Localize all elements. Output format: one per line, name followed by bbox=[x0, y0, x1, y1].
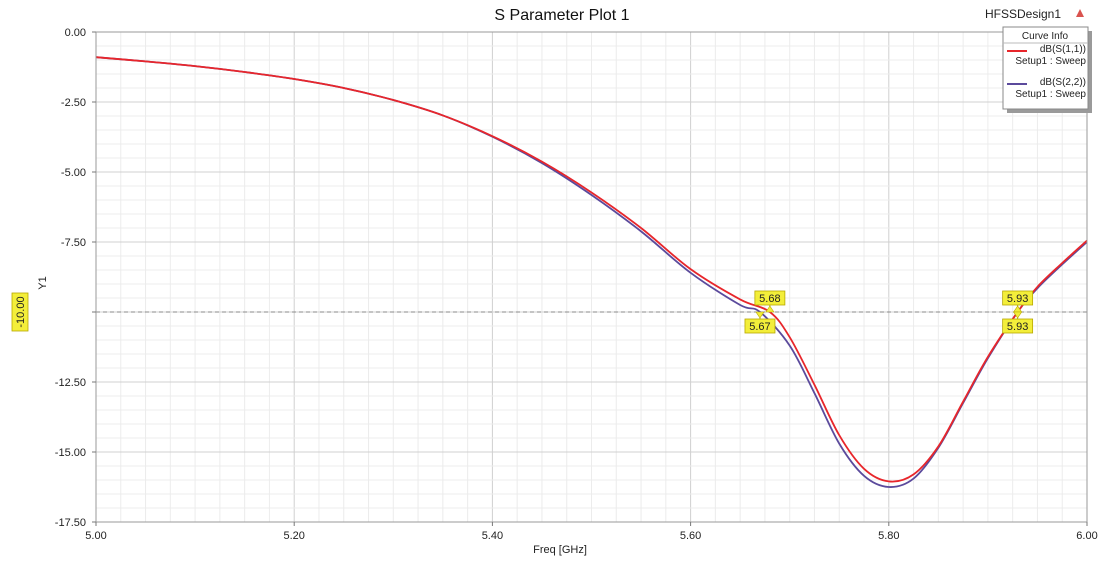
marker-label: 5.93 bbox=[1007, 321, 1028, 333]
legend-series-name-s22: dB(S(2,2)) bbox=[1040, 77, 1086, 88]
x-axis-title: Freq [GHz] bbox=[533, 544, 587, 556]
grid bbox=[95, 31, 1088, 523]
y-tick-label: -17.50 bbox=[55, 517, 86, 529]
marker-label: 5.68 bbox=[759, 293, 780, 305]
legend-series-sub-s11: Setup1 : Sweep bbox=[1015, 56, 1086, 67]
collapse-triangle-icon[interactable] bbox=[1076, 9, 1084, 17]
marker-label: 5.67 bbox=[749, 321, 770, 333]
y-tick-label: -2.50 bbox=[61, 97, 86, 109]
y-tick-label: -5.00 bbox=[61, 167, 86, 179]
legend-title: Curve Info bbox=[1022, 31, 1069, 42]
axes: 5.00 5.20 5.40 5.60 5.80 6.00 0.00 -2.50 -5.00 -7… bbox=[11, 27, 1098, 542]
x-tick-label: 5.00 bbox=[85, 530, 106, 542]
x-tick-label: 5.20 bbox=[283, 530, 304, 542]
marker-label-box bbox=[1002, 290, 1034, 306]
reference-label-box bbox=[11, 292, 29, 332]
x-tick-label: 6.00 bbox=[1076, 530, 1097, 542]
marker-label-box bbox=[754, 290, 786, 306]
legend-series-name-s11: dB(S(1,1)) bbox=[1040, 44, 1086, 55]
reference-label: -10.00 bbox=[15, 296, 27, 327]
marker-label-box bbox=[744, 318, 776, 334]
design-name: HFSSDesign1 bbox=[985, 7, 1061, 21]
legend-series-sub-s22: Setup1 : Sweep bbox=[1015, 89, 1086, 100]
y-tick-label: -15.00 bbox=[55, 447, 86, 459]
marker-triangle-icon bbox=[755, 311, 765, 319]
marker-label: 5.93 bbox=[1007, 293, 1028, 305]
marker-triangle-icon bbox=[1013, 311, 1023, 319]
legend-box bbox=[1002, 26, 1089, 110]
legend[interactable]: Curve Info dB(S(1,1)) Setup1 : Sweep dB(… bbox=[1002, 26, 1092, 113]
series-line-s11 bbox=[95, 56, 1088, 483]
plot-frame bbox=[95, 31, 1088, 523]
marker-label-box bbox=[1002, 318, 1034, 334]
y-axis-title: Y1 bbox=[37, 276, 49, 289]
y-tick-label: -7.50 bbox=[61, 237, 86, 249]
chart-title: S Parameter Plot 1 bbox=[494, 7, 629, 24]
series-group bbox=[95, 56, 1088, 488]
marker-triangle-icon bbox=[765, 305, 775, 313]
x-tick-label: 5.40 bbox=[482, 530, 503, 542]
x-tick-label: 5.60 bbox=[680, 530, 701, 542]
y-tick-label: 0.00 bbox=[65, 27, 86, 39]
y-tick-label: -12.50 bbox=[55, 377, 86, 389]
x-tick-label: 5.80 bbox=[878, 530, 899, 542]
marker-group: 5.68 5.67 5.93 5.93 bbox=[744, 290, 1034, 334]
